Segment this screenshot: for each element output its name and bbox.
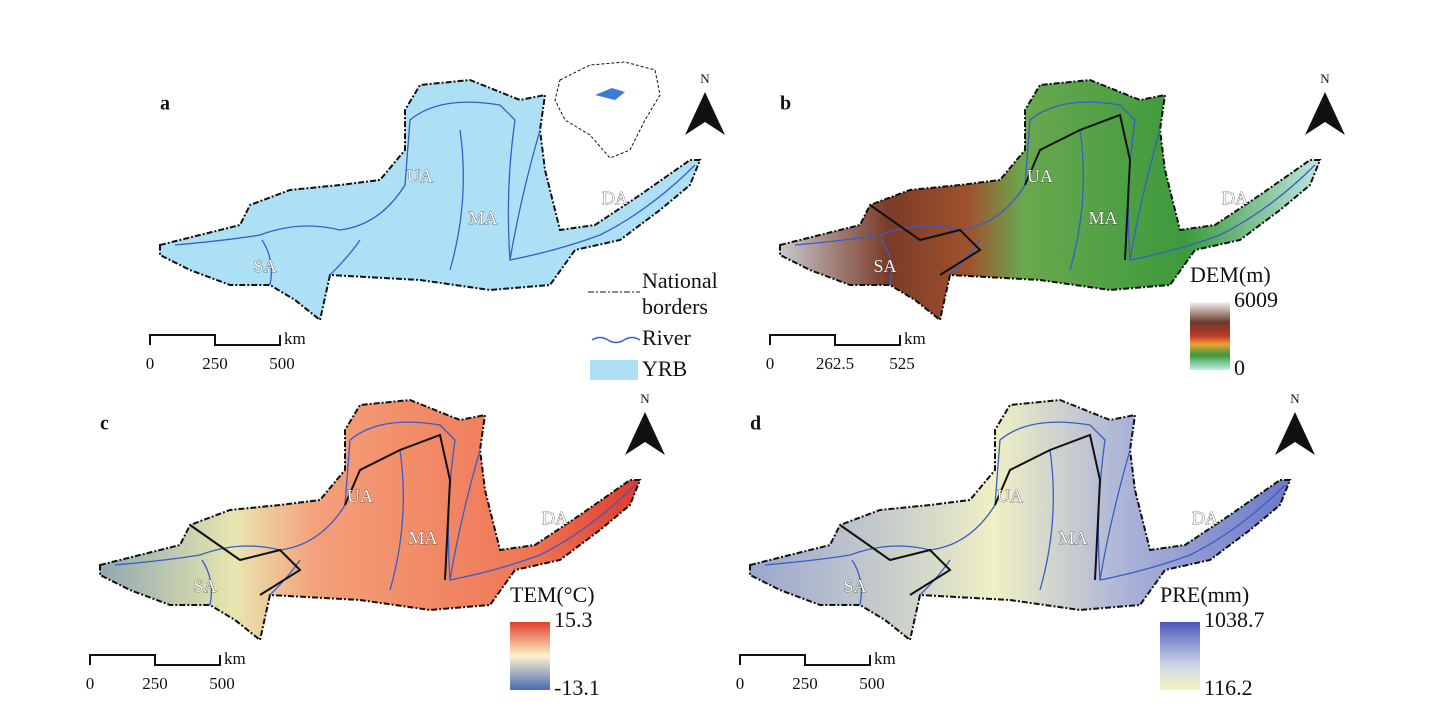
legend-river-sym [592, 338, 640, 343]
colorbar-max: 15.3 [554, 607, 593, 632]
scale-unit: km [904, 329, 926, 348]
legend-title: DEM(m) [1190, 262, 1271, 287]
scale-label: 250 [142, 674, 168, 693]
north-arrow [1275, 412, 1315, 455]
colorbar-max: 1038.7 [1204, 607, 1265, 632]
scale-unit: km [224, 649, 246, 668]
region-label: UA [1027, 166, 1053, 186]
region-label: DA [1222, 188, 1248, 208]
scale-label: 262.5 [816, 354, 854, 373]
scale-bar [770, 335, 900, 345]
north-label: N [1290, 391, 1300, 406]
inset-china [555, 62, 660, 158]
panel-label: c [100, 413, 109, 435]
scale-bar [150, 335, 280, 345]
region-label: MA [468, 208, 497, 228]
panel-label: b [780, 93, 791, 115]
colorbar-max: 6009 [1234, 287, 1278, 312]
scale-unit: km [874, 649, 896, 668]
region-label: SA [873, 256, 896, 276]
legend-title: PRE(mm) [1160, 582, 1249, 607]
colorbar [1190, 302, 1230, 370]
panel-label: d [750, 413, 761, 435]
north-label: N [700, 71, 710, 86]
legend-title: TEM(°C) [510, 582, 595, 607]
scale-label: 250 [202, 354, 228, 373]
legend-label: River [642, 325, 692, 350]
scale-bar [740, 655, 870, 665]
north-label: N [1320, 71, 1330, 86]
colorbar-min: 0 [1234, 355, 1245, 380]
colorbar-min: -13.1 [554, 675, 600, 700]
legend-swatch [590, 360, 638, 380]
north-arrow [1305, 92, 1345, 135]
legend-label-fo: National borders [642, 268, 762, 328]
north-label: N [640, 391, 650, 406]
scale-label: 525 [889, 354, 915, 373]
north-arrow [685, 92, 725, 135]
colorbar-min: 116.2 [1204, 675, 1253, 700]
scale-label: 0 [736, 674, 745, 693]
north-arrow [625, 412, 665, 455]
scale-label: 500 [269, 354, 295, 373]
scale-label: 500 [859, 674, 885, 693]
region-label: SA [253, 256, 276, 276]
scale-unit: km [284, 329, 306, 348]
scale-label: 250 [792, 674, 818, 693]
region-label: MA [1058, 528, 1087, 548]
region-label: UA [347, 486, 373, 506]
region-label: DA [1192, 508, 1218, 528]
map-panel: c UA MA SA DA N 0 250 500 km TEM(°C)15.3 -13.1 [86, 391, 665, 700]
figure: a UA MA SA DA N 0 250 500 km National borders River… [0, 0, 1450, 725]
scale-label: 0 [146, 354, 155, 373]
colorbar [1160, 622, 1200, 690]
scale-label: 0 [766, 354, 775, 373]
legend-label: National borders [642, 268, 747, 320]
region-label: MA [1088, 208, 1117, 228]
region-label: MA [408, 528, 437, 548]
scale-label: 500 [209, 674, 235, 693]
region-label: UA [407, 166, 433, 186]
legend-label: YRB [642, 356, 687, 381]
panel-label: a [160, 93, 170, 115]
map-panel: a UA MA SA DA N 0 250 500 km National borders River… [146, 62, 762, 381]
region-label: SA [843, 576, 866, 596]
scale-bar [90, 655, 220, 665]
region-label: DA [542, 508, 568, 528]
region-label: DA [602, 188, 628, 208]
colorbar [510, 622, 550, 690]
map-panel: d UA MA SA DA N 0 250 500 km PRE(mm)1038.7 116.2 [736, 391, 1315, 700]
region-label: UA [997, 486, 1023, 506]
map-panel: b UA MA SA DA N 0 262.5 525 km DEM(m)6009 0 [766, 71, 1345, 380]
scale-label: 0 [86, 674, 95, 693]
region-label: SA [193, 576, 216, 596]
